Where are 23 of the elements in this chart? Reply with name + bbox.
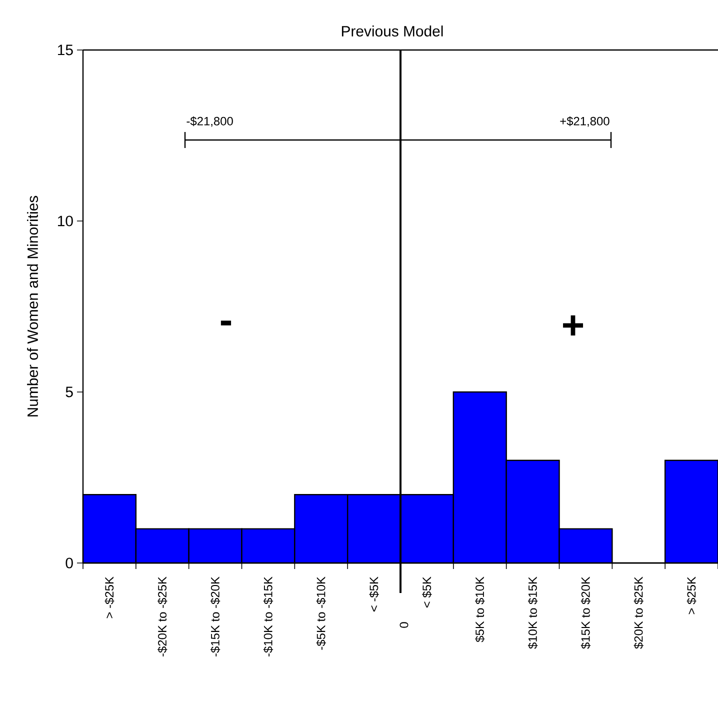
x-tick-label: -$10K to -$15K [263,576,274,656]
chart-title: Previous Model [342,26,443,36]
x-tick-label: -$5K to -$10K [316,576,326,650]
x-tick-label: < $5K [422,576,432,608]
x-tick-label: > -$25K [104,576,114,618]
annotation: -$21,800 [186,116,233,127]
text: 0 [400,622,408,628]
x-tick-label: $10K to $15K [528,576,538,649]
x-tick-label: > $25K [686,576,696,614]
y-axis-title: Number of Women and Minorities [27,196,38,416]
annotation: +$21,800 [560,116,610,127]
x-tick-label: $5K to $10K [475,576,485,642]
y-tick-label: 0 [66,558,73,568]
y-tick-label: 15 [58,44,73,56]
y-tick-label: 10 [58,216,73,226]
x-tick-label: $15K to $20K [580,576,591,649]
annotation: - [220,320,232,326]
annotation: + [563,315,584,336]
x-tick-label: -$15K to -$20K [210,576,220,656]
x-tick-label: < -$5K [369,576,379,612]
y-tick-label: 5 [66,386,73,398]
x-tick-label: $20K to $25K [634,576,644,649]
x-tick-label: -$20K to -$25K [158,576,168,656]
